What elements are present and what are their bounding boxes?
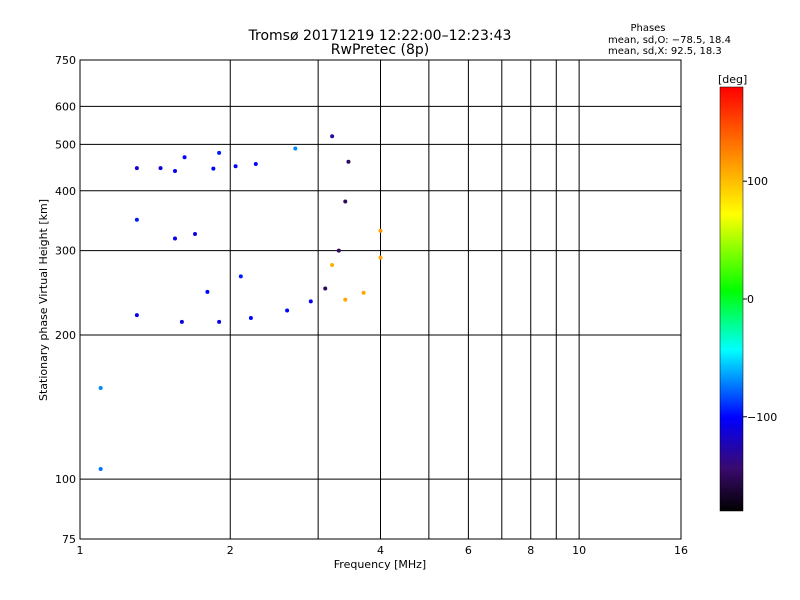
- data-point: [134, 166, 139, 171]
- grid-lines: [79, 60, 682, 539]
- data-point: [378, 255, 383, 260]
- data-point: [217, 319, 222, 324]
- y-tick-label: 300: [55, 245, 76, 258]
- data-point: [323, 286, 328, 291]
- data-point: [158, 166, 163, 171]
- data-point: [134, 313, 139, 318]
- data-point: [343, 199, 348, 204]
- x-tick-label: 4: [377, 544, 384, 557]
- x-tick-label: 2: [227, 544, 234, 557]
- data-point: [172, 168, 177, 173]
- data-point: [308, 299, 313, 304]
- x-tick-label: 6: [465, 544, 472, 557]
- data-point: [293, 146, 298, 151]
- data-point: [336, 248, 341, 253]
- tick-labels: 1 2 4 6 8 10 16 75 100 200 300 400 500 600 750: [55, 54, 688, 557]
- chart-title: Tromsø 20171219 12:22:00–12:23:43: [248, 28, 512, 44]
- y-tick-label: 600: [55, 100, 76, 113]
- data-point: [182, 155, 187, 160]
- data-point: [98, 467, 103, 472]
- chart-subtitle: RwPretec (8p): [331, 42, 429, 58]
- data-point: [205, 289, 210, 294]
- colorbar-tick-label: −100: [747, 411, 777, 424]
- stats-line-o: mean, sd,O: −78.5, 18.4: [608, 35, 731, 46]
- data-points: [98, 134, 383, 472]
- data-point: [346, 159, 351, 164]
- data-point: [330, 262, 335, 267]
- data-point: [134, 217, 139, 222]
- data-point: [361, 290, 366, 295]
- data-point: [330, 134, 335, 139]
- x-tick-label: 8: [527, 544, 534, 557]
- data-point: [233, 164, 238, 169]
- x-tick-label: 10: [572, 544, 586, 557]
- colorbar: [719, 86, 744, 512]
- y-tick-label: 200: [55, 329, 76, 342]
- data-point: [285, 308, 290, 313]
- x-tick-label: 1: [77, 544, 84, 557]
- data-point: [193, 231, 198, 236]
- y-tick-label: 500: [55, 138, 76, 151]
- stats-line-x: mean, sd,X: 92.5, 18.3: [608, 46, 722, 57]
- colorbar-label: [deg]: [718, 73, 747, 86]
- data-point: [378, 228, 383, 233]
- y-tick-label: 75: [62, 533, 76, 546]
- y-tick-label: 100: [55, 473, 76, 486]
- x-axis-label: Frequency [MHz]: [334, 558, 426, 571]
- colorbar-tick-label: 0: [747, 293, 754, 306]
- data-point: [179, 319, 184, 324]
- stats-heading: Phases: [630, 23, 665, 34]
- y-axis-label: Stationary phase Virtual Height [km]: [37, 199, 50, 401]
- plot-frame: [79, 59, 682, 540]
- data-point: [172, 236, 177, 241]
- colorbar-tick-label: 100: [747, 175, 768, 188]
- x-tick-label: 16: [674, 544, 688, 557]
- data-point: [217, 150, 222, 155]
- data-point: [343, 297, 348, 302]
- data-point: [98, 385, 103, 390]
- data-point: [253, 161, 258, 166]
- data-point: [238, 274, 243, 279]
- colorbar-ticks: 100 0 −100: [743, 175, 777, 424]
- y-tick-label: 400: [55, 185, 76, 198]
- data-point: [248, 315, 253, 320]
- data-point: [211, 166, 216, 171]
- y-tick-label: 750: [55, 54, 76, 67]
